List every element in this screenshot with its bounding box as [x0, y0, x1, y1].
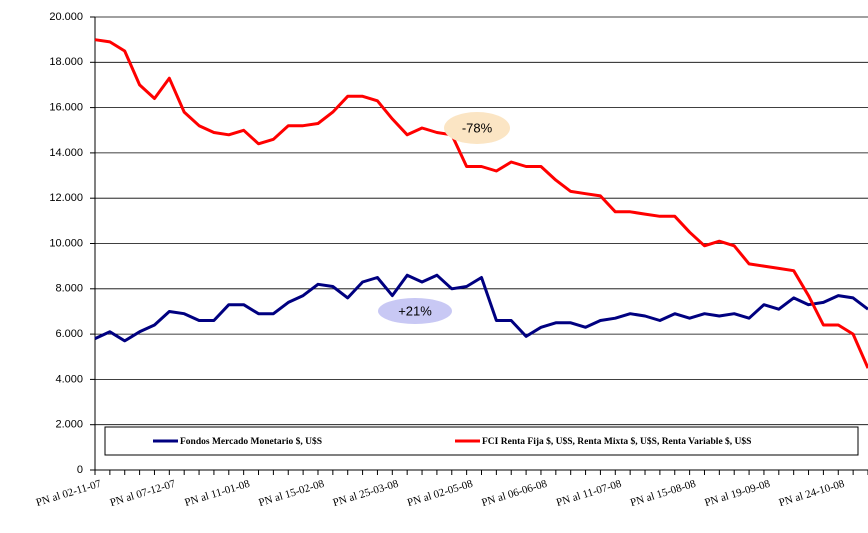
- x-tick-label: PN al 24-10-08: [778, 478, 847, 509]
- x-tick-label: PN al 02-11-07: [35, 478, 103, 509]
- legend-label: FCI Renta Fija $, U$S, Renta Mixta $, U$…: [482, 436, 751, 447]
- x-tick-label: PN al 02-05-08: [406, 478, 475, 509]
- y-tick-label: 4.000: [55, 373, 83, 385]
- x-tick-label: PN al 25-03-08: [332, 478, 401, 509]
- legend-label: Fondos Mercado Monetario $, U$S: [180, 436, 322, 447]
- annotation-bubble: [378, 298, 452, 324]
- y-tick-label: 2.000: [55, 419, 83, 431]
- y-tick-label: 0: [77, 464, 83, 476]
- annotation-text: +21%: [398, 303, 432, 318]
- x-tick-label: PN al 06-06-08: [480, 478, 549, 509]
- y-tick-label: 18.000: [49, 56, 83, 68]
- y-tick-label: 20.000: [49, 11, 83, 23]
- y-tick-label: 10.000: [49, 237, 83, 249]
- x-tick-label: PN al 15-08-08: [629, 478, 698, 509]
- y-tick-label: 14.000: [49, 147, 83, 159]
- legend-box: [104, 426, 859, 456]
- x-tick-label: PN al 19-09-08: [703, 478, 772, 509]
- y-tick-label: 8.000: [55, 283, 83, 295]
- x-tick-label: PN al 11-07-08: [555, 478, 623, 509]
- annotation-text: -78%: [462, 120, 493, 135]
- y-tick-label: 12.000: [49, 192, 83, 204]
- x-tick-label: PN al 07-12-07: [109, 478, 178, 509]
- series-line: [94, 38, 868, 369]
- y-tick-label: 6.000: [55, 328, 83, 340]
- series-line: [94, 273, 868, 343]
- annotation-bubble: [444, 112, 510, 144]
- x-tick-label: PN al 11-01-08: [183, 478, 251, 509]
- x-tick-label: PN al 15-02-08: [257, 478, 326, 509]
- y-tick-label: 16.000: [49, 102, 83, 114]
